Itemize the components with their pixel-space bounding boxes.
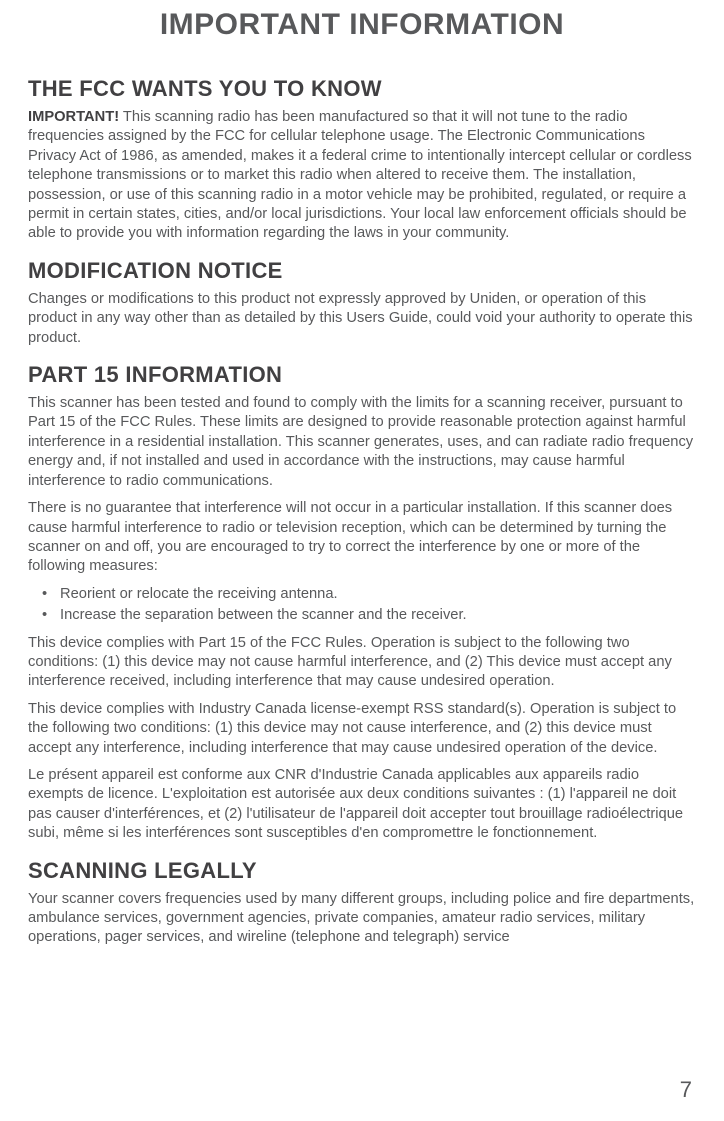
modification-heading: MODIFICATION NOTICE: [28, 258, 696, 284]
modification-body: Changes or modifications to this product…: [28, 290, 696, 348]
part15-heading: PART 15 INFORMATION: [28, 362, 696, 388]
fcc-body: IMPORTANT! This scanning radio has been …: [28, 108, 696, 244]
fcc-lead: IMPORTANT!: [28, 109, 119, 125]
scanning-body: Your scanner covers frequencies used by …: [28, 890, 696, 948]
part15-p4: This device complies with Industry Canad…: [28, 700, 696, 758]
part15-bullet-2: Increase the separation between the scan…: [28, 606, 696, 625]
part15-bullet-1: Reorient or relocate the receiving anten…: [28, 585, 696, 604]
part15-p1: This scanner has been tested and found t…: [28, 394, 696, 491]
part15-p5: Le présent appareil est conforme aux CNR…: [28, 766, 696, 844]
page-title: IMPORTANT INFORMATION: [28, 0, 696, 62]
scanning-heading: SCANNING LEGALLY: [28, 858, 696, 884]
fcc-body-text: This scanning radio has been manufacture…: [28, 109, 692, 241]
page-number: 7: [680, 1077, 692, 1103]
fcc-heading: THE FCC WANTS YOU TO KNOW: [28, 76, 696, 102]
part15-p2: There is no guarantee that interference …: [28, 499, 696, 577]
part15-p3: This device complies with Part 15 of the…: [28, 634, 696, 692]
part15-bullets: Reorient or relocate the receiving anten…: [28, 585, 696, 626]
